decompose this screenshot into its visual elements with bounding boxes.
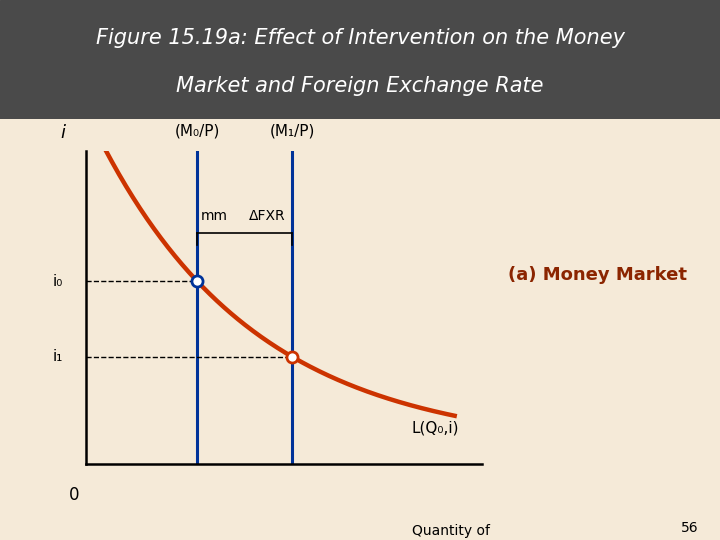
Text: ΔFXR: ΔFXR	[249, 209, 285, 223]
Text: i₁: i₁	[53, 349, 63, 364]
Text: L(Q₀,i): L(Q₀,i)	[411, 421, 459, 436]
Text: i₀: i₀	[53, 274, 63, 289]
Text: 0: 0	[69, 487, 80, 504]
Text: mm: mm	[202, 209, 228, 223]
Text: (a) Money Market: (a) Money Market	[508, 266, 687, 285]
Text: 56: 56	[681, 521, 698, 535]
Text: Figure 15.19a: Effect of Intervention on the Money: Figure 15.19a: Effect of Intervention on…	[96, 28, 624, 48]
Text: (M₁/P): (M₁/P)	[269, 124, 315, 139]
Text: Market and Foreign Exchange Rate: Market and Foreign Exchange Rate	[176, 76, 544, 96]
Text: Quantity of
Real Money
Balances: Quantity of Real Money Balances	[410, 524, 491, 540]
Text: (M₀/P): (M₀/P)	[174, 124, 220, 139]
Text: i: i	[60, 124, 65, 142]
